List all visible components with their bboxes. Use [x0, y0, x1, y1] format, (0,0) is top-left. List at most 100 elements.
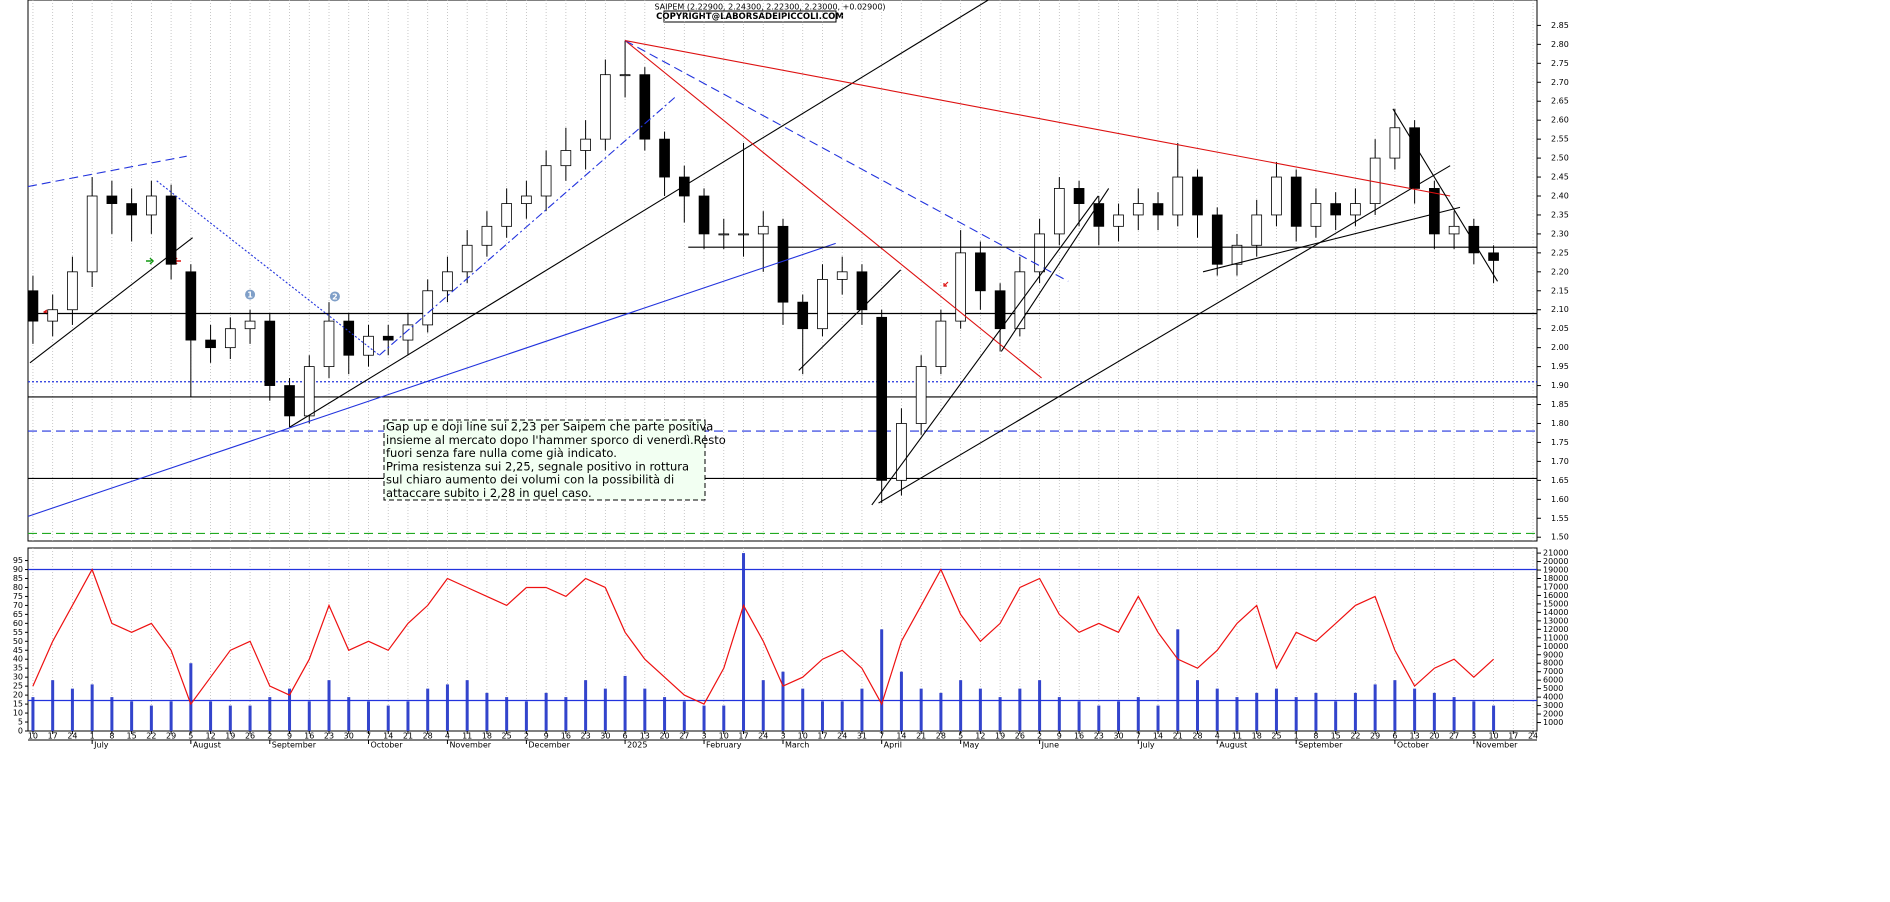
volume-bar — [919, 688, 923, 731]
annotation-text: sul chiaro aumento dei volumi con la pos… — [386, 473, 674, 487]
candle-body — [303, 366, 315, 417]
candle-body — [1409, 127, 1420, 189]
trendline — [156, 180, 380, 356]
rsi-tick-label: 20 — [13, 691, 23, 700]
volume-bar — [1077, 701, 1081, 731]
candle-body — [461, 244, 473, 273]
x-tick-label: 24 — [837, 732, 847, 741]
volume-bar — [623, 675, 627, 731]
x-tick-label: 26 — [1015, 732, 1025, 741]
volume-tick-label: 11000 — [1543, 633, 1568, 642]
rsi-tick-label: 5 — [18, 718, 23, 727]
volume-bar — [998, 697, 1002, 731]
trendline — [878, 165, 1451, 504]
x-tick-label: 7 — [1136, 732, 1141, 741]
rsi-tick-label: 40 — [13, 655, 23, 664]
x-tick-label: 2 — [524, 732, 529, 741]
x-tick-label: 12 — [205, 732, 215, 741]
volume-bar — [1413, 688, 1417, 731]
y-tick-label: 2.85 — [1551, 21, 1569, 30]
volume-bar — [386, 705, 390, 731]
trendline — [1202, 206, 1461, 273]
candle-body — [185, 271, 197, 341]
volume-bar — [1255, 692, 1259, 731]
volume-bar — [366, 701, 370, 731]
x-tick-label: 22 — [146, 732, 156, 741]
y-tick-label: 2.80 — [1551, 40, 1569, 49]
x-tick-label: 21 — [403, 732, 413, 741]
marker-label: 1 — [247, 291, 253, 300]
x-tick-label: 2 — [267, 732, 272, 741]
rsi-tick-label: 85 — [13, 574, 23, 583]
candle-body — [1231, 244, 1243, 265]
x-tick-label: 18 — [1252, 732, 1262, 741]
candle-body — [678, 176, 690, 197]
volume-bar — [544, 692, 548, 731]
x-tick-label: 9 — [544, 732, 549, 741]
candle-body — [165, 195, 177, 265]
x-tick-label: 9 — [287, 732, 292, 741]
volume-bar — [1452, 697, 1456, 731]
y-tick-label: 2.25 — [1551, 248, 1569, 257]
candle-body — [639, 74, 651, 140]
x-tick-label: 30 — [1113, 732, 1123, 741]
candle-body — [580, 138, 591, 151]
x-tick-label: 19 — [225, 732, 235, 741]
volume-bar — [761, 680, 765, 731]
candle-body — [1488, 252, 1499, 261]
candle-body — [1271, 176, 1282, 216]
rsi-tick-label: 75 — [13, 592, 23, 601]
volume-bar — [70, 688, 74, 731]
chart-title: SAIPEM (2.22900, 2.24300, 2.22300, 2.230… — [654, 3, 885, 12]
candle-body — [1429, 188, 1440, 235]
y-tick-label: 2.55 — [1551, 135, 1569, 144]
x-tick-label: 28 — [1192, 732, 1202, 741]
rsi-tick-label: 95 — [13, 556, 23, 565]
month-label: August — [193, 741, 221, 750]
candle-body — [481, 225, 493, 246]
volume-bar — [1156, 705, 1160, 731]
x-tick-label: 10 — [719, 732, 729, 741]
volume-tick-label: 17000 — [1543, 582, 1568, 591]
marker-label: 2 — [332, 292, 338, 301]
x-tick-label: 4 — [445, 732, 450, 741]
y-tick-label: 1.75 — [1551, 438, 1569, 447]
x-tick-label: 14 — [383, 732, 393, 741]
rsi-tick-label: 60 — [13, 619, 23, 628]
candle-body — [1053, 188, 1065, 235]
volume-tick-label: 10000 — [1543, 642, 1568, 651]
candle-body — [422, 290, 434, 326]
month-label: October — [370, 741, 403, 750]
volume-tick-label: 5000 — [1543, 684, 1563, 693]
candle-body — [1132, 203, 1144, 216]
volume-bar — [820, 701, 824, 731]
candle-body — [777, 225, 789, 303]
x-tick-label: 14 — [1153, 732, 1163, 741]
copyright: COPYRIGHT@LABORSADEIPICCOLI.COM — [656, 12, 844, 22]
volume-tick-label: 4000 — [1543, 693, 1563, 702]
candle-body — [264, 320, 276, 386]
x-tick-label: 8 — [1313, 732, 1318, 741]
candle-body — [106, 195, 118, 204]
candle-body — [382, 335, 394, 341]
rsi-tick-label: 70 — [13, 601, 23, 610]
volume-bar — [781, 671, 785, 731]
x-tick-label: 30 — [600, 732, 610, 741]
y-tick-label: 2.30 — [1551, 229, 1569, 238]
x-tick-label: 18 — [482, 732, 492, 741]
volume-bar — [1195, 680, 1199, 731]
volume-bar — [189, 663, 193, 731]
x-tick-label: 29 — [166, 732, 176, 741]
candle-body — [540, 165, 552, 197]
volume-tick-label: 20000 — [1543, 557, 1568, 566]
candle-body — [1468, 225, 1480, 254]
candle-body — [1113, 214, 1124, 227]
volume-bar — [445, 684, 449, 731]
x-tick-label: 12 — [975, 732, 985, 741]
volume-bar — [1393, 680, 1397, 731]
volume-tick-label: 2000 — [1543, 710, 1563, 719]
trendline — [624, 40, 1069, 282]
x-tick-label: 28 — [423, 732, 433, 741]
month-label: September — [1298, 741, 1343, 750]
candle-body — [205, 339, 216, 349]
